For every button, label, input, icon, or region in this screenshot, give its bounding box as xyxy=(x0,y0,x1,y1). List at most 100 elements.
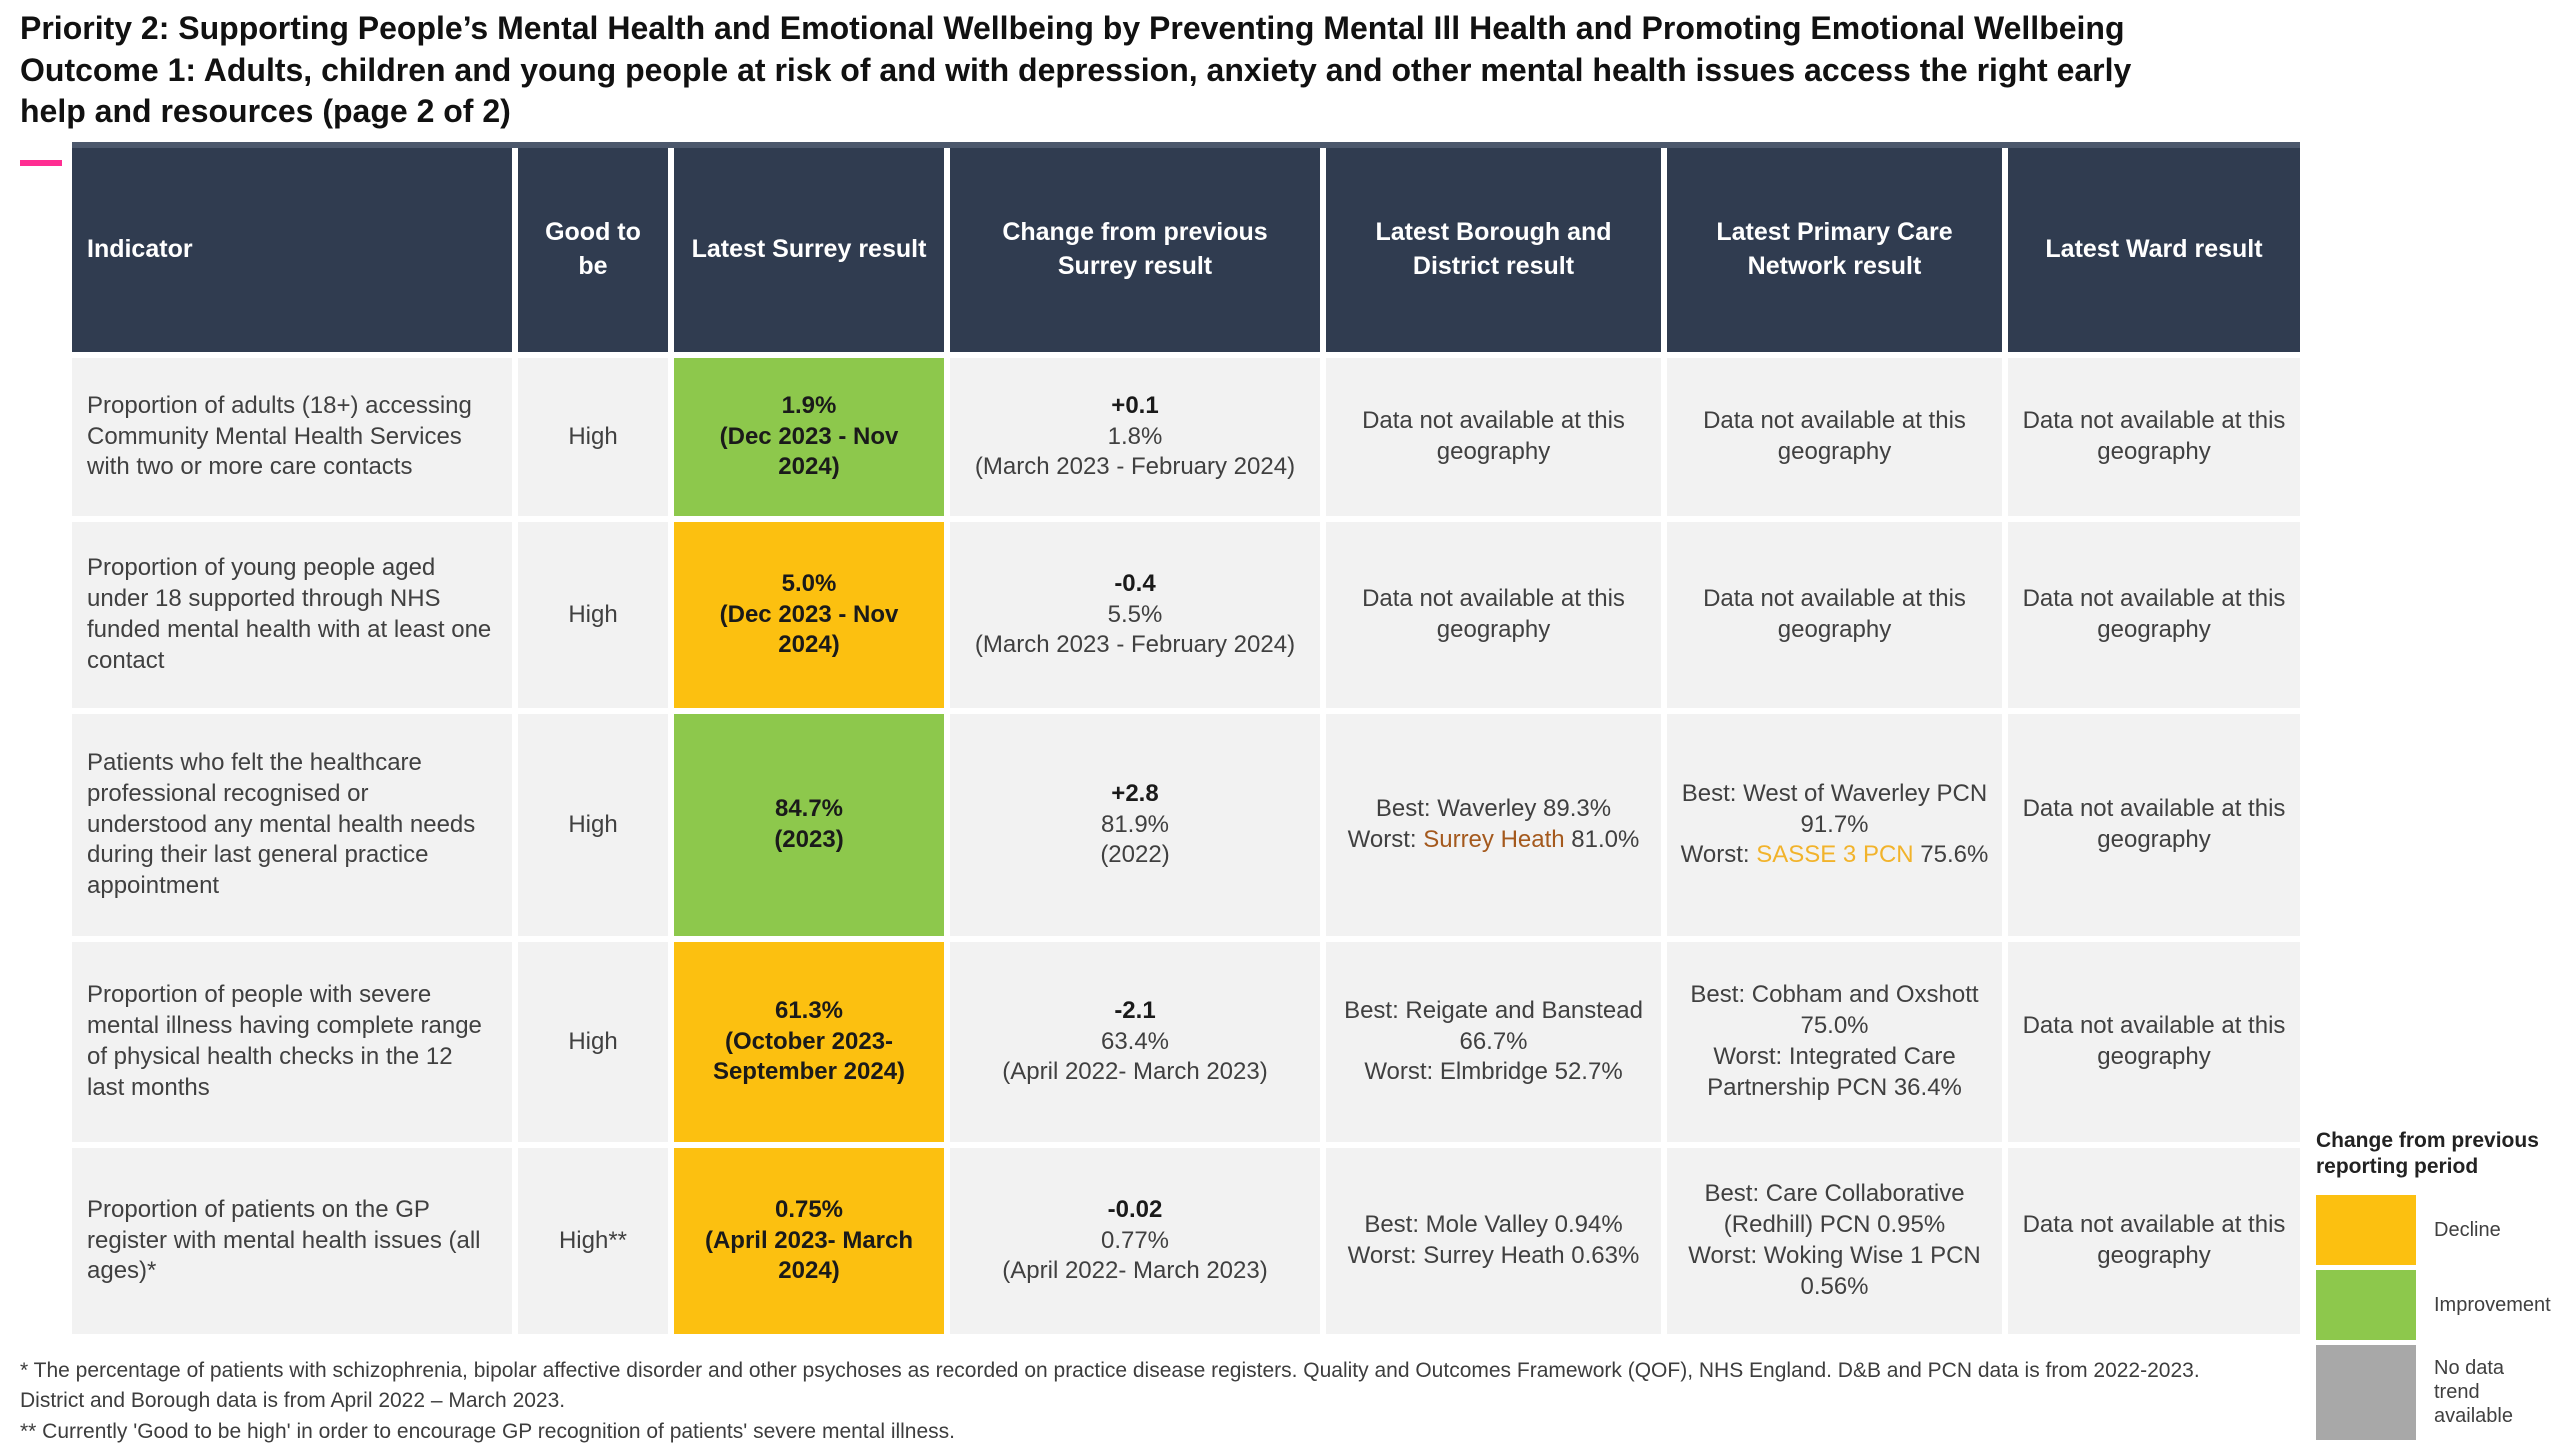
legend-item-no-data: No data trend available xyxy=(2316,1344,2554,1440)
surrey-period: (October 2023- September 2024) xyxy=(712,1027,906,1086)
borough-result-cell: Data not available at this geography xyxy=(1326,522,1661,708)
change-period: (April 2022- March 2023) xyxy=(1002,1257,1268,1285)
ward-result-cell: Data not available at this geography xyxy=(2008,1148,2300,1334)
change-delta: +2.8 xyxy=(1111,779,1159,807)
legend-label: Improvement xyxy=(2434,1293,2551,1316)
pcn-result-cell: Data not available at this geography xyxy=(1667,358,2002,516)
surrey-value: 0.75% xyxy=(774,1195,844,1223)
ward-result-cell: Data not available at this geography xyxy=(2008,358,2300,516)
indicator-cell: Proportion of people with severe mental … xyxy=(72,942,512,1142)
col-header-indicator: Indicator xyxy=(72,148,512,352)
surrey-result-cell: 5.0% (Dec 2023 - Nov 2024) xyxy=(674,522,944,708)
surrey-period: (Dec 2023 - Nov 2024) xyxy=(719,422,899,481)
surrey-period: (April 2023- March 2024) xyxy=(704,1226,914,1285)
change-period: (April 2022- March 2023) xyxy=(1002,1058,1268,1086)
accent-dash xyxy=(20,160,62,166)
good-to-be-cell: High xyxy=(518,714,668,936)
worst-value: 75.6% xyxy=(1920,841,1989,869)
legend-item-decline: Decline xyxy=(2316,1194,2554,1265)
good-to-be-cell: High** xyxy=(518,1148,668,1334)
change-delta: -0.4 xyxy=(1114,569,1156,597)
borough-best: Best: Reigate and Banstead 66.7% xyxy=(1344,996,1643,1055)
page-title-line: help and resources (page 2 of 2) xyxy=(20,93,511,130)
ward-result-cell: Data not available at this geography xyxy=(2008,522,2300,708)
change-period: (March 2023 - February 2024) xyxy=(974,631,1296,659)
footnote-line: ** Currently 'Good to be high' in order … xyxy=(20,1419,956,1443)
surrey-result-cell: 61.3% (October 2023- September 2024) xyxy=(674,942,944,1142)
good-to-be-cell: High xyxy=(518,358,668,516)
pcn-best: Best: Cobham and Oxshott 75.0% xyxy=(1690,981,1979,1040)
change-previous: 81.9% xyxy=(1100,810,1170,838)
no-data-swatch xyxy=(2316,1344,2416,1440)
change-cell: -0.02 0.77% (April 2022- March 2023) xyxy=(950,1148,1320,1334)
pcn-result-cell: Best: Cobham and Oxshott 75.0% Worst: In… xyxy=(1667,942,2002,1142)
change-period: (2022) xyxy=(1100,841,1170,869)
col-header-good-to-be: Good to be xyxy=(518,148,668,352)
worst-area-highlight: Surrey Heath xyxy=(1423,826,1565,853)
borough-result-cell: Best: Reigate and Banstead 66.7% Worst: … xyxy=(1326,942,1661,1142)
trend-legend: Change from previous reporting period De… xyxy=(2316,1128,2554,1445)
table-grid: Indicator Good to be Latest Surrey resul… xyxy=(72,148,2300,1334)
change-previous: 5.5% xyxy=(1107,600,1163,628)
decline-swatch xyxy=(2316,1194,2416,1265)
pcn-result-cell: Data not available at this geography xyxy=(1667,522,2002,708)
change-delta: -2.1 xyxy=(1114,996,1156,1024)
surrey-result-cell: 84.7% (2023) xyxy=(674,714,944,936)
surrey-result-cell: 0.75% (April 2023- March 2024) xyxy=(674,1148,944,1334)
pcn-best: Best: West of Waverley PCN 91.7% xyxy=(1681,779,1988,838)
pcn-best: Best: Care Collaborative (Redhill) PCN 0… xyxy=(1704,1180,1965,1239)
col-header-change: Change from previous Surrey result xyxy=(950,148,1320,352)
worst-value: 81.0% xyxy=(1571,826,1640,853)
footnote-line: District and Borough data is from April … xyxy=(20,1389,566,1413)
borough-worst: Worst: Surrey Heath 81.0% xyxy=(1348,825,1640,856)
page-title-line: Priority 2: Supporting People’s Mental H… xyxy=(20,10,2125,46)
change-delta: +0.1 xyxy=(1111,391,1159,419)
pcn-result-cell: Best: Care Collaborative (Redhill) PCN 0… xyxy=(1667,1148,2002,1334)
ward-result-cell: Data not available at this geography xyxy=(2008,714,2300,936)
col-header-pcn-result: Latest Primary Care Network result xyxy=(1667,148,2002,352)
pcn-worst: Worst: SASSE 3 PCN 75.6% xyxy=(1681,840,1989,871)
page-title: Priority 2: Supporting People’s Mental H… xyxy=(20,8,2131,133)
legend-item-improvement: Improvement xyxy=(2316,1269,2554,1340)
worst-area-highlight: SASSE 3 PCN xyxy=(1756,841,1914,869)
change-previous: 1.8% xyxy=(1107,422,1163,450)
table-top-stripe xyxy=(72,142,2300,148)
surrey-result-cell: 1.9% (Dec 2023 - Nov 2024) xyxy=(674,358,944,516)
legend-title: Change from previous reporting period xyxy=(2316,1129,2539,1179)
worst-label: Worst: xyxy=(1680,841,1750,869)
good-to-be-cell: High xyxy=(518,942,668,1142)
surrey-value: 1.9% xyxy=(781,391,837,419)
footnote-line: * The percentage of patients with schizo… xyxy=(20,1359,2200,1382)
footnotes: * The percentage of patients with schizo… xyxy=(20,1356,2200,1447)
borough-worst: Worst: Surrey Heath 0.63% xyxy=(1347,1242,1640,1269)
borough-best: Best: Mole Valley 0.94% xyxy=(1364,1211,1623,1239)
borough-worst: Worst: Elmbridge 52.7% xyxy=(1364,1058,1623,1086)
legend-label: No data trend available xyxy=(2434,1357,2513,1427)
pcn-worst: Worst: Woking Wise 1 PCN 0.56% xyxy=(1688,1242,1981,1300)
pcn-worst: Worst: Integrated Care Partnership PCN 3… xyxy=(1707,1043,1962,1101)
surrey-period: (2023) xyxy=(774,826,844,853)
surrey-value: 61.3% xyxy=(774,996,844,1024)
change-cell: +0.1 1.8% (March 2023 - February 2024) xyxy=(950,358,1320,516)
indicator-cell: Proportion of patients on the GP registe… xyxy=(72,1148,512,1334)
change-period: (March 2023 - February 2024) xyxy=(974,453,1296,481)
good-to-be-cell: High xyxy=(518,522,668,708)
change-cell: -2.1 63.4% (April 2022- March 2023) xyxy=(950,942,1320,1142)
surrey-value: 84.7% xyxy=(774,795,844,823)
surrey-period: (Dec 2023 - Nov 2024) xyxy=(719,600,899,659)
page-title-line: Outcome 1: Adults, children and young pe… xyxy=(20,51,2132,88)
borough-result-cell: Data not available at this geography xyxy=(1326,358,1661,516)
change-previous: 63.4% xyxy=(1100,1027,1170,1055)
col-header-ward-result: Latest Ward result xyxy=(2008,148,2300,352)
indicators-table: Indicator Good to be Latest Surrey resul… xyxy=(72,142,2300,1334)
col-header-borough-result: Latest Borough and District result xyxy=(1326,148,1661,352)
worst-label: Worst: xyxy=(1347,826,1417,853)
improvement-swatch xyxy=(2316,1269,2416,1340)
borough-best: Best: Waverley 89.3% xyxy=(1375,795,1612,823)
change-previous: 0.77% xyxy=(1100,1226,1170,1254)
change-delta: -0.02 xyxy=(1107,1195,1163,1223)
indicator-cell: Patients who felt the healthcare profess… xyxy=(72,714,512,936)
surrey-value: 5.0% xyxy=(781,569,837,597)
ward-result-cell: Data not available at this geography xyxy=(2008,942,2300,1142)
legend-label: Decline xyxy=(2434,1218,2501,1241)
